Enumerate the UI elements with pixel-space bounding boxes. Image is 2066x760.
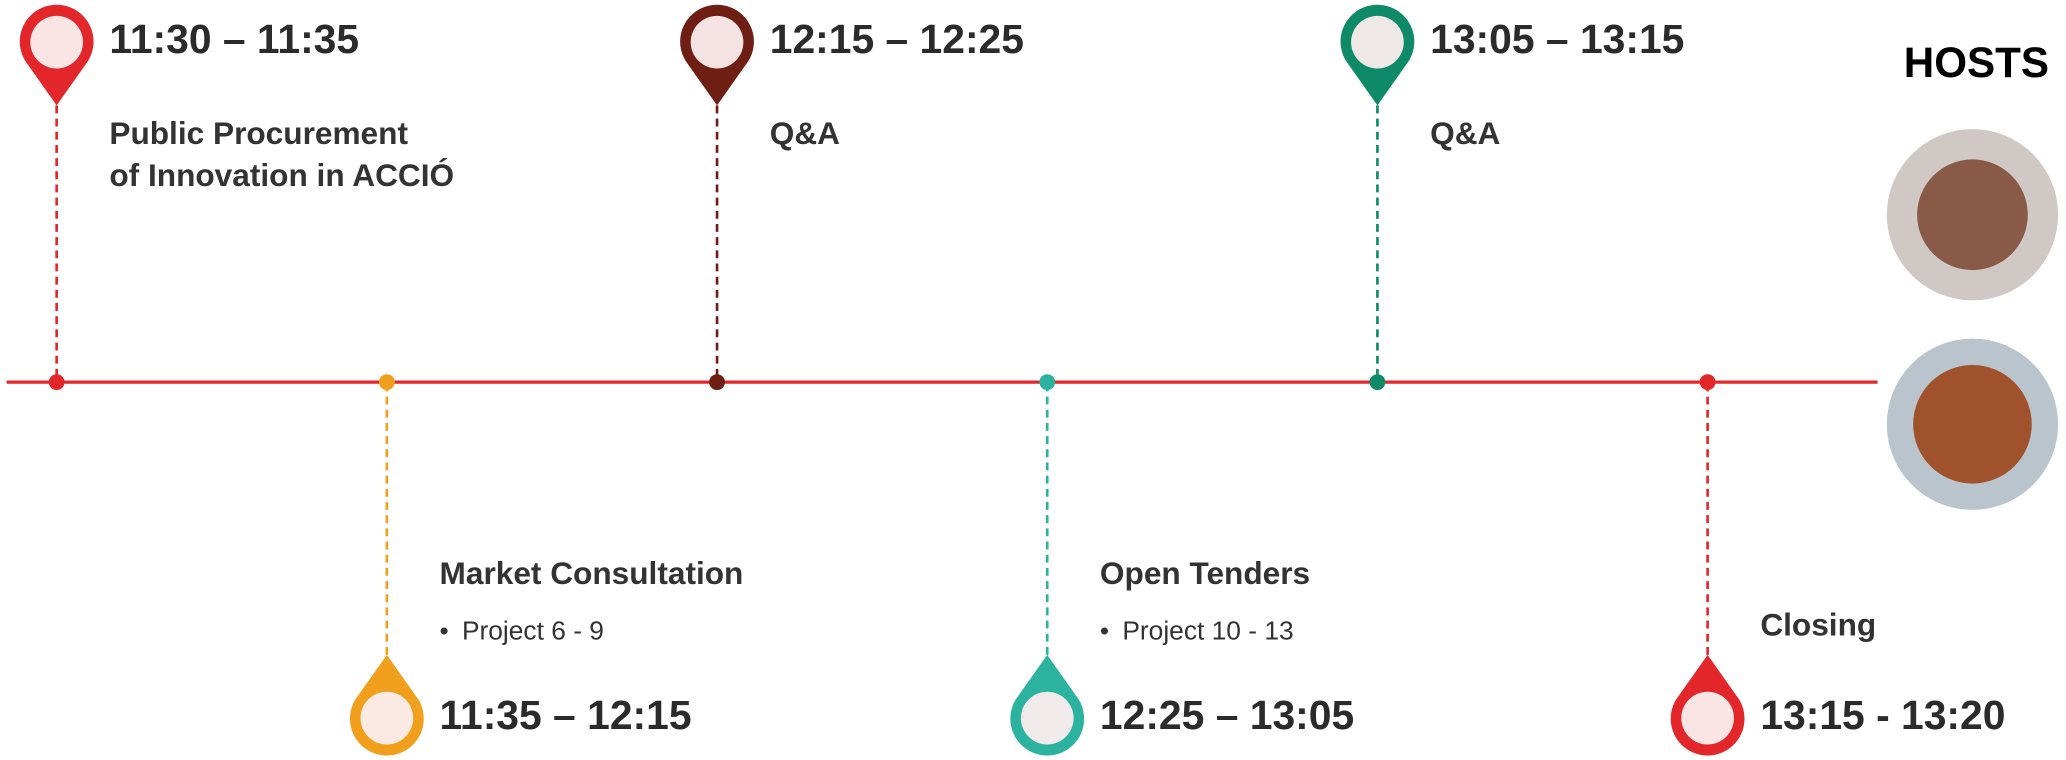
pin-inner [1021, 692, 1074, 745]
bullet-marker: • [440, 615, 449, 645]
timeline: HOSTS 11:30 – 11:35 Public Procurement of … [0, 0, 2066, 760]
event-title: Market Consultation [440, 555, 744, 591]
event-time: 13:15 - 13:20 [1760, 692, 2005, 738]
host-photo-figure [1917, 159, 2028, 270]
event-bullet: Project 10 - 13 [1122, 615, 1293, 645]
event-time: 11:30 – 11:35 [109, 16, 359, 62]
page: {"hosts": {"title": "HOSTS"}, "events": … [0, 0, 2066, 760]
event-title: Q&A [1430, 115, 1500, 151]
pin-inner [691, 16, 744, 69]
event-time: 11:35 – 12:15 [440, 692, 692, 738]
host-photo-figure [1913, 365, 2032, 484]
event-title: Q&A [770, 115, 840, 151]
axis-dot [709, 374, 725, 390]
event-bullet: Project 6 - 9 [462, 615, 604, 645]
axis-dot [1700, 374, 1716, 390]
event-title: Open Tenders [1100, 555, 1310, 591]
pin-inner [1351, 16, 1404, 69]
event-time: 12:25 – 13:05 [1100, 692, 1354, 738]
axis-dot [49, 374, 65, 390]
event-title: Public Procurement [109, 115, 408, 151]
pin-inner [360, 692, 413, 745]
event-title: of Innovation in ACCIÓ [109, 157, 454, 193]
axis-dot [1370, 374, 1386, 390]
event-time: 12:15 – 12:25 [770, 16, 1024, 62]
bullet-marker: • [1100, 615, 1109, 645]
hosts-title: HOSTS [1904, 39, 2049, 86]
axis-dot [379, 374, 395, 390]
pin-inner [30, 16, 83, 69]
axis-dot [1039, 374, 1055, 390]
event-title: Closing [1760, 607, 1876, 643]
event-time: 13:05 – 13:15 [1430, 16, 1684, 62]
pin-inner [1681, 692, 1734, 745]
